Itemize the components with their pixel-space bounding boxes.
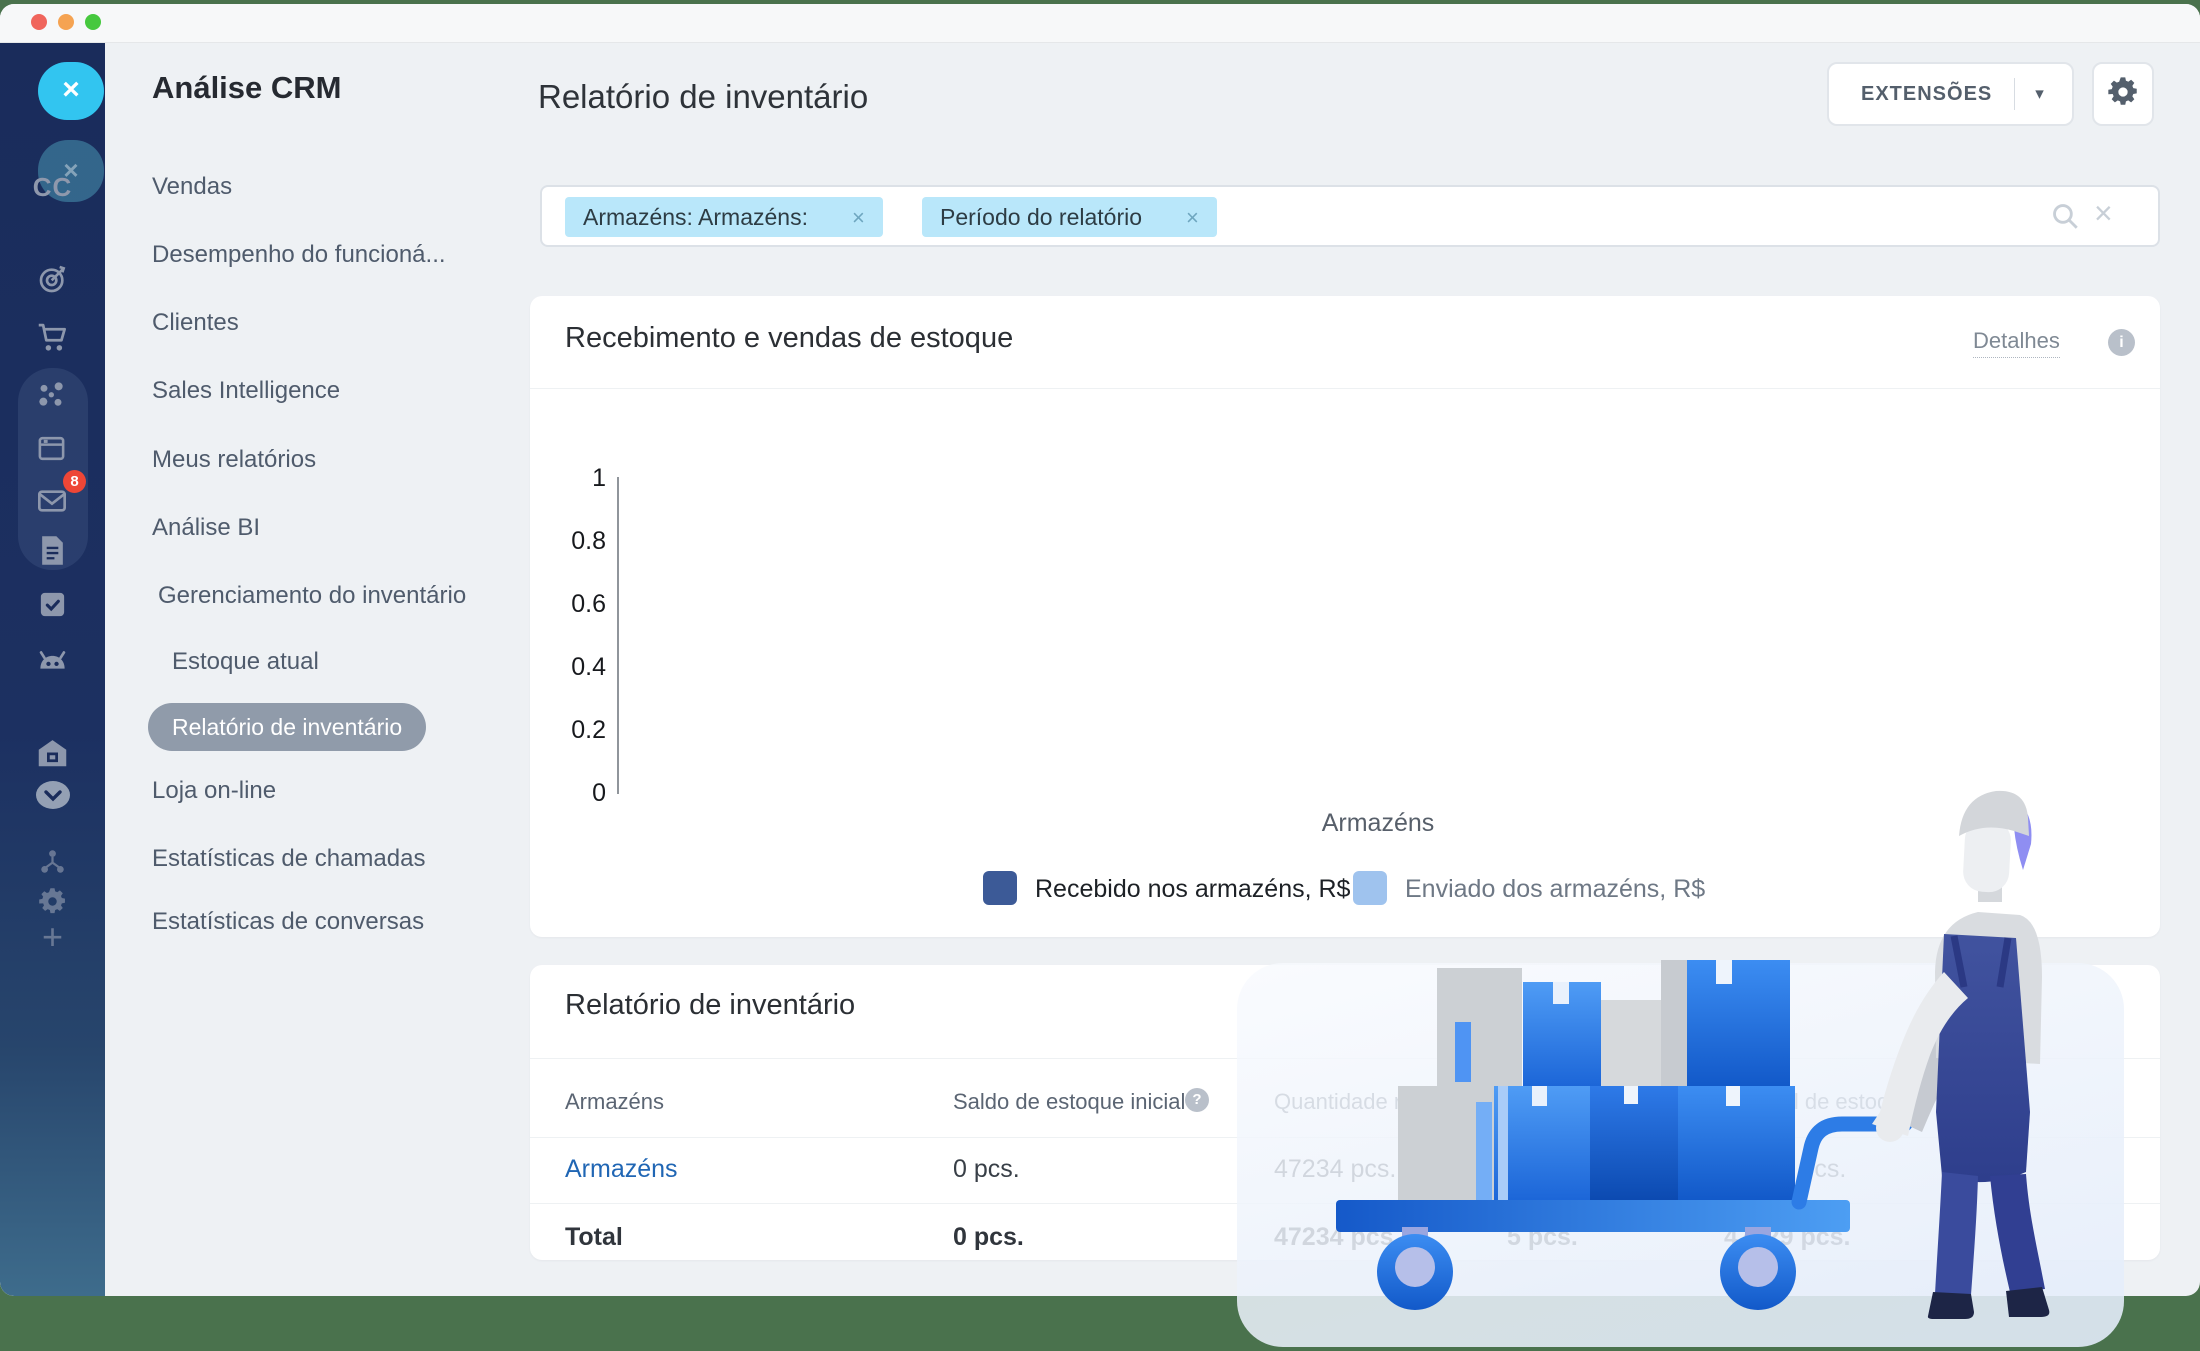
- legend-label-enviado[interactable]: Enviado dos armazéns, R$: [1405, 875, 1706, 903]
- community-icon[interactable]: [36, 379, 68, 411]
- add-icon[interactable]: +: [41, 916, 64, 957]
- y-axis-tick: 0.4: [571, 653, 606, 681]
- table-cell: 0 pcs.: [953, 1155, 1020, 1183]
- chip-remove-icon[interactable]: ×: [851, 205, 865, 230]
- chat-ghost-button[interactable]: ×: [38, 140, 104, 202]
- network-icon[interactable]: [39, 848, 66, 875]
- sidebar-item-vendas[interactable]: Vendas: [152, 173, 233, 200]
- filter-chip-armazens[interactable]: Armazéns: Armazéns: ×: [565, 197, 883, 237]
- table-card-title: Relatório de inventário: [565, 989, 856, 1021]
- y-axis-tick: 0: [592, 779, 606, 807]
- chip-remove-icon[interactable]: ×: [1186, 205, 1199, 230]
- help-icon[interactable]: ?: [1185, 1088, 1209, 1112]
- sidebar-item-analise-bi[interactable]: Análise BI: [152, 514, 261, 541]
- close-icon: ×: [63, 155, 79, 185]
- sidebar-item-relatorio-inventario-selected[interactable]: Relatório de inventário: [148, 703, 427, 751]
- sidebar-item-gerenciamento-inventario[interactable]: Gerenciamento do inventário: [158, 582, 467, 609]
- app-sidebar: [0, 43, 105, 1296]
- mail-icon[interactable]: [36, 485, 68, 517]
- sidebar-item-desempenho[interactable]: Desempenho do funcioná...: [152, 241, 446, 268]
- target-icon[interactable]: [37, 263, 69, 295]
- menu-panel-title: Análise CRM: [152, 70, 342, 105]
- gear-icon: [2107, 76, 2139, 113]
- traffic-light-close[interactable]: [31, 14, 47, 30]
- filter-chip-label: Período do relatório: [940, 204, 1143, 230]
- tasks-icon[interactable]: [37, 589, 68, 620]
- legend-swatch-enviado[interactable]: [1353, 871, 1387, 905]
- settings-button[interactable]: [2092, 62, 2154, 126]
- trolley-handle: [1791, 1116, 1913, 1210]
- worker-face: [1963, 819, 2011, 893]
- chevron-down-circle-icon[interactable]: [35, 780, 71, 810]
- filter-search-bar[interactable]: Armazéns: Armazéns: × Período do relatóri…: [540, 185, 2160, 247]
- button-divider: [2014, 78, 2016, 110]
- trolley-platform: [1336, 1200, 1850, 1232]
- legend-label-recebido[interactable]: Recebido nos armazéns, R$: [1035, 875, 1351, 903]
- app-window: × × CC 8: [0, 4, 2200, 1296]
- store-icon[interactable]: [36, 737, 69, 768]
- card-divider: [530, 388, 2160, 389]
- x-axis-label: Armazéns: [1321, 809, 1435, 837]
- column-header-armazens[interactable]: Armazéns: [565, 1089, 665, 1114]
- filter-chip-periodo[interactable]: Período do relatório ×: [922, 197, 1217, 237]
- traffic-light-minimize[interactable]: [58, 14, 74, 30]
- filter-chip-label: Armazéns: Armazéns:: [583, 204, 808, 230]
- extensions-button[interactable]: EXTENSÕES ▾: [1827, 62, 2074, 126]
- details-link[interactable]: Detalhes: [1973, 328, 2060, 358]
- close-button[interactable]: ×: [38, 62, 104, 120]
- legend-swatch-recebido[interactable]: [983, 871, 1017, 905]
- table-row-armazens-link[interactable]: Armazéns: [565, 1155, 678, 1183]
- sidebar-item-meus-relatorios[interactable]: Meus relatórios: [152, 446, 317, 473]
- chart-card-title: Recebimento e vendas de estoque: [565, 322, 1014, 354]
- y-axis-line: [617, 477, 619, 794]
- settings-icon[interactable]: [38, 887, 67, 916]
- search-clear-icon[interactable]: ×: [2094, 195, 2113, 231]
- close-icon: ×: [62, 73, 80, 106]
- chevron-down-icon[interactable]: ▾: [2035, 84, 2044, 103]
- y-axis-tick: 1: [592, 464, 606, 492]
- sidebar-item-clientes[interactable]: Clientes: [152, 309, 239, 336]
- search-icon[interactable]: [2050, 201, 2081, 237]
- column-header-saldo-inicial[interactable]: Saldo de estoque inicial: [953, 1089, 1186, 1114]
- sidebar-item-sales-intelligence[interactable]: Sales Intelligence: [152, 377, 341, 404]
- warehouse-illustration: [1336, 790, 2050, 1319]
- traffic-light-zoom[interactable]: [85, 14, 101, 30]
- worker-figure: [1872, 790, 2050, 1319]
- mail-badge: 8: [63, 470, 86, 493]
- browser-window-icon[interactable]: [36, 433, 67, 464]
- window-titlebar: [0, 4, 2200, 43]
- extensions-button-label: EXTENSÕES: [1861, 82, 1993, 105]
- sidebar-item-loja-online[interactable]: Loja on-line: [152, 777, 277, 804]
- monogram-cc[interactable]: CC: [32, 172, 73, 202]
- worker-cap: [1959, 790, 2029, 836]
- table-cell: 0 pcs.: [953, 1223, 1024, 1251]
- y-axis-tick: 0.6: [571, 590, 606, 618]
- sidebar-item-estatisticas-chamadas[interactable]: Estatísticas de chamadas: [152, 845, 426, 872]
- sidebar-item-estoque-atual[interactable]: Estoque atual: [172, 648, 319, 675]
- robot-icon[interactable]: [35, 641, 70, 672]
- sidebar-item-estatisticas-conversas[interactable]: Estatísticas de conversas: [152, 908, 425, 935]
- page-title: Relatório de inventário: [538, 78, 869, 115]
- info-icon[interactable]: i: [2108, 329, 2135, 356]
- chart-card: Recebimento e vendas de estoque Detalhes…: [530, 296, 2160, 937]
- y-axis-tick: 0.8: [571, 527, 606, 555]
- table-row-total-label: Total: [565, 1223, 623, 1251]
- document-icon[interactable]: [38, 535, 67, 566]
- cart-icon[interactable]: [36, 321, 69, 354]
- y-axis-tick: 0.2: [571, 716, 606, 744]
